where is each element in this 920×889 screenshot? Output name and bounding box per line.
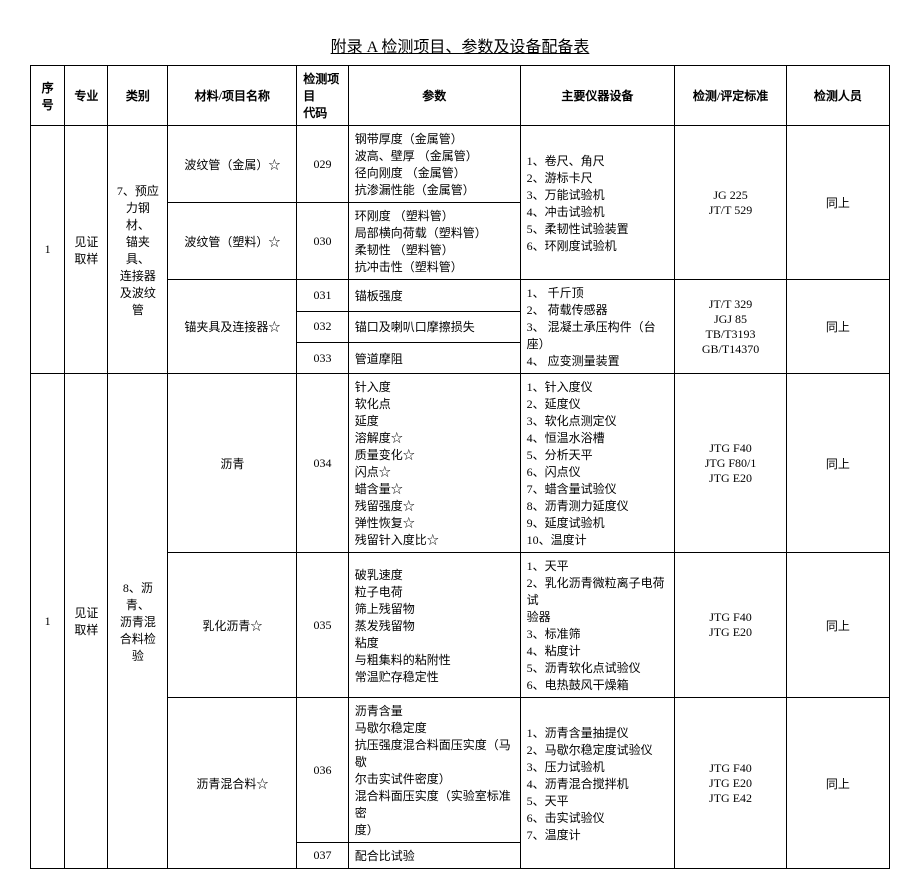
- cell-code: 033: [297, 342, 349, 373]
- header-material: 材料/项目名称: [168, 66, 297, 126]
- cell-pers: 同上: [786, 126, 889, 280]
- cell-pers: 同上: [786, 280, 889, 374]
- cell-params: 针入度 软化点 延度 溶解度☆ 质量变化☆ 闪点☆ 蜡含量☆ 残留强度☆ 弹性恢…: [348, 374, 520, 553]
- cell-code: 030: [297, 203, 349, 280]
- cell-code: 035: [297, 553, 349, 698]
- cell-material: 锚夹具及连接器☆: [168, 280, 297, 374]
- cell-prof: 见证 取样: [65, 126, 108, 374]
- cell-std: JG 225 JT/T 529: [675, 126, 787, 280]
- cell-material: 沥青: [168, 374, 297, 553]
- header-params: 参数: [348, 66, 520, 126]
- page-title: 附录 A 检测项目、参数及设备配备表: [30, 33, 890, 57]
- cell-material: 波纹管（金属）☆: [168, 126, 297, 203]
- cell-cat: 8、沥青、 沥青混 合料检 验: [108, 374, 168, 869]
- cell-equip: 1、针入度仪 2、延度仪 3、软化点测定仪 4、恒温水浴槽 5、分析天平 6、闪…: [520, 374, 675, 553]
- header-equip: 主要仪器设备: [520, 66, 675, 126]
- cell-code: 031: [297, 280, 349, 311]
- cell-cat: 7、预应 力钢材、 锚夹具、 连接器 及波纹 管: [108, 126, 168, 374]
- cell-code: 029: [297, 126, 349, 203]
- cell-params: 锚口及喇叭口摩擦损失: [348, 311, 520, 342]
- cell-code: 036: [297, 698, 349, 843]
- cell-equip: 1、 千斤顶 2、 荷载传感器 3、 混凝土承压构件（台座） 4、 应变测量装置: [520, 280, 675, 374]
- cell-params: 锚板强度: [348, 280, 520, 311]
- header-std: 检测/评定标准: [675, 66, 787, 126]
- header-prof: 专业: [65, 66, 108, 126]
- header-code: 检测项目 代码: [297, 66, 349, 126]
- cell-code: 032: [297, 311, 349, 342]
- table-row: 1见证 取样8、沥青、 沥青混 合料检 验沥青034针入度 软化点 延度 溶解度…: [31, 374, 890, 553]
- cell-std: JT/T 329 JGJ 85 TB/T3193 GB/T14370: [675, 280, 787, 374]
- cell-pers: 同上: [786, 374, 889, 553]
- cell-material: 波纹管（塑料）☆: [168, 203, 297, 280]
- table-row: 1见证 取样7、预应 力钢材、 锚夹具、 连接器 及波纹 管波纹管（金属）☆02…: [31, 126, 890, 203]
- cell-std: JTG F40 JTG F80/1 JTG E20: [675, 374, 787, 553]
- header-cat: 类别: [108, 66, 168, 126]
- cell-params: 破乳速度 粒子电荷 筛上残留物 蒸发残留物 粘度 与粗集料的粘附性 常温贮存稳定…: [348, 553, 520, 698]
- cell-equip: 1、卷尺、角尺 2、游标卡尺 3、万能试验机 4、冲击试验机 5、柔韧性试验装置…: [520, 126, 675, 280]
- cell-pers: 同上: [786, 698, 889, 869]
- main-table: 序号 专业 类别 材料/项目名称 检测项目 代码 参数 主要仪器设备 检测/评定…: [30, 65, 890, 869]
- cell-params: 配合比试验: [348, 843, 520, 869]
- table-header-row: 序号 专业 类别 材料/项目名称 检测项目 代码 参数 主要仪器设备 检测/评定…: [31, 66, 890, 126]
- cell-material: 乳化沥青☆: [168, 553, 297, 698]
- cell-seq: 1: [31, 374, 65, 869]
- cell-seq: 1: [31, 126, 65, 374]
- cell-params: 管道摩阻: [348, 342, 520, 373]
- cell-equip: 1、沥青含量抽提仪 2、马歇尔稳定度试验仪 3、压力试验机 4、沥青混合搅拌机 …: [520, 698, 675, 869]
- header-pers: 检测人员: [786, 66, 889, 126]
- cell-params: 环刚度 （塑料管） 局部横向荷载（塑料管） 柔韧性 （塑料管） 抗冲击性（塑料管…: [348, 203, 520, 280]
- cell-prof: 见证 取样: [65, 374, 108, 869]
- cell-equip: 1、天平 2、乳化沥青微粒离子电荷试 验器 3、标准筛 4、粘度计 5、沥青软化…: [520, 553, 675, 698]
- cell-material: 沥青混合料☆: [168, 698, 297, 869]
- header-seq: 序号: [31, 66, 65, 126]
- cell-std: JTG F40 JTG E20 JTG E42: [675, 698, 787, 869]
- cell-params: 沥青含量 马歇尔稳定度 抗压强度混合料面压实度（马歇 尔击实试件密度） 混合料面…: [348, 698, 520, 843]
- cell-params: 钢带厚度（金属管） 波高、壁厚 （金属管） 径向刚度 （金属管） 抗渗漏性能（金…: [348, 126, 520, 203]
- cell-pers: 同上: [786, 553, 889, 698]
- cell-std: JTG F40 JTG E20: [675, 553, 787, 698]
- cell-code: 037: [297, 843, 349, 869]
- cell-code: 034: [297, 374, 349, 553]
